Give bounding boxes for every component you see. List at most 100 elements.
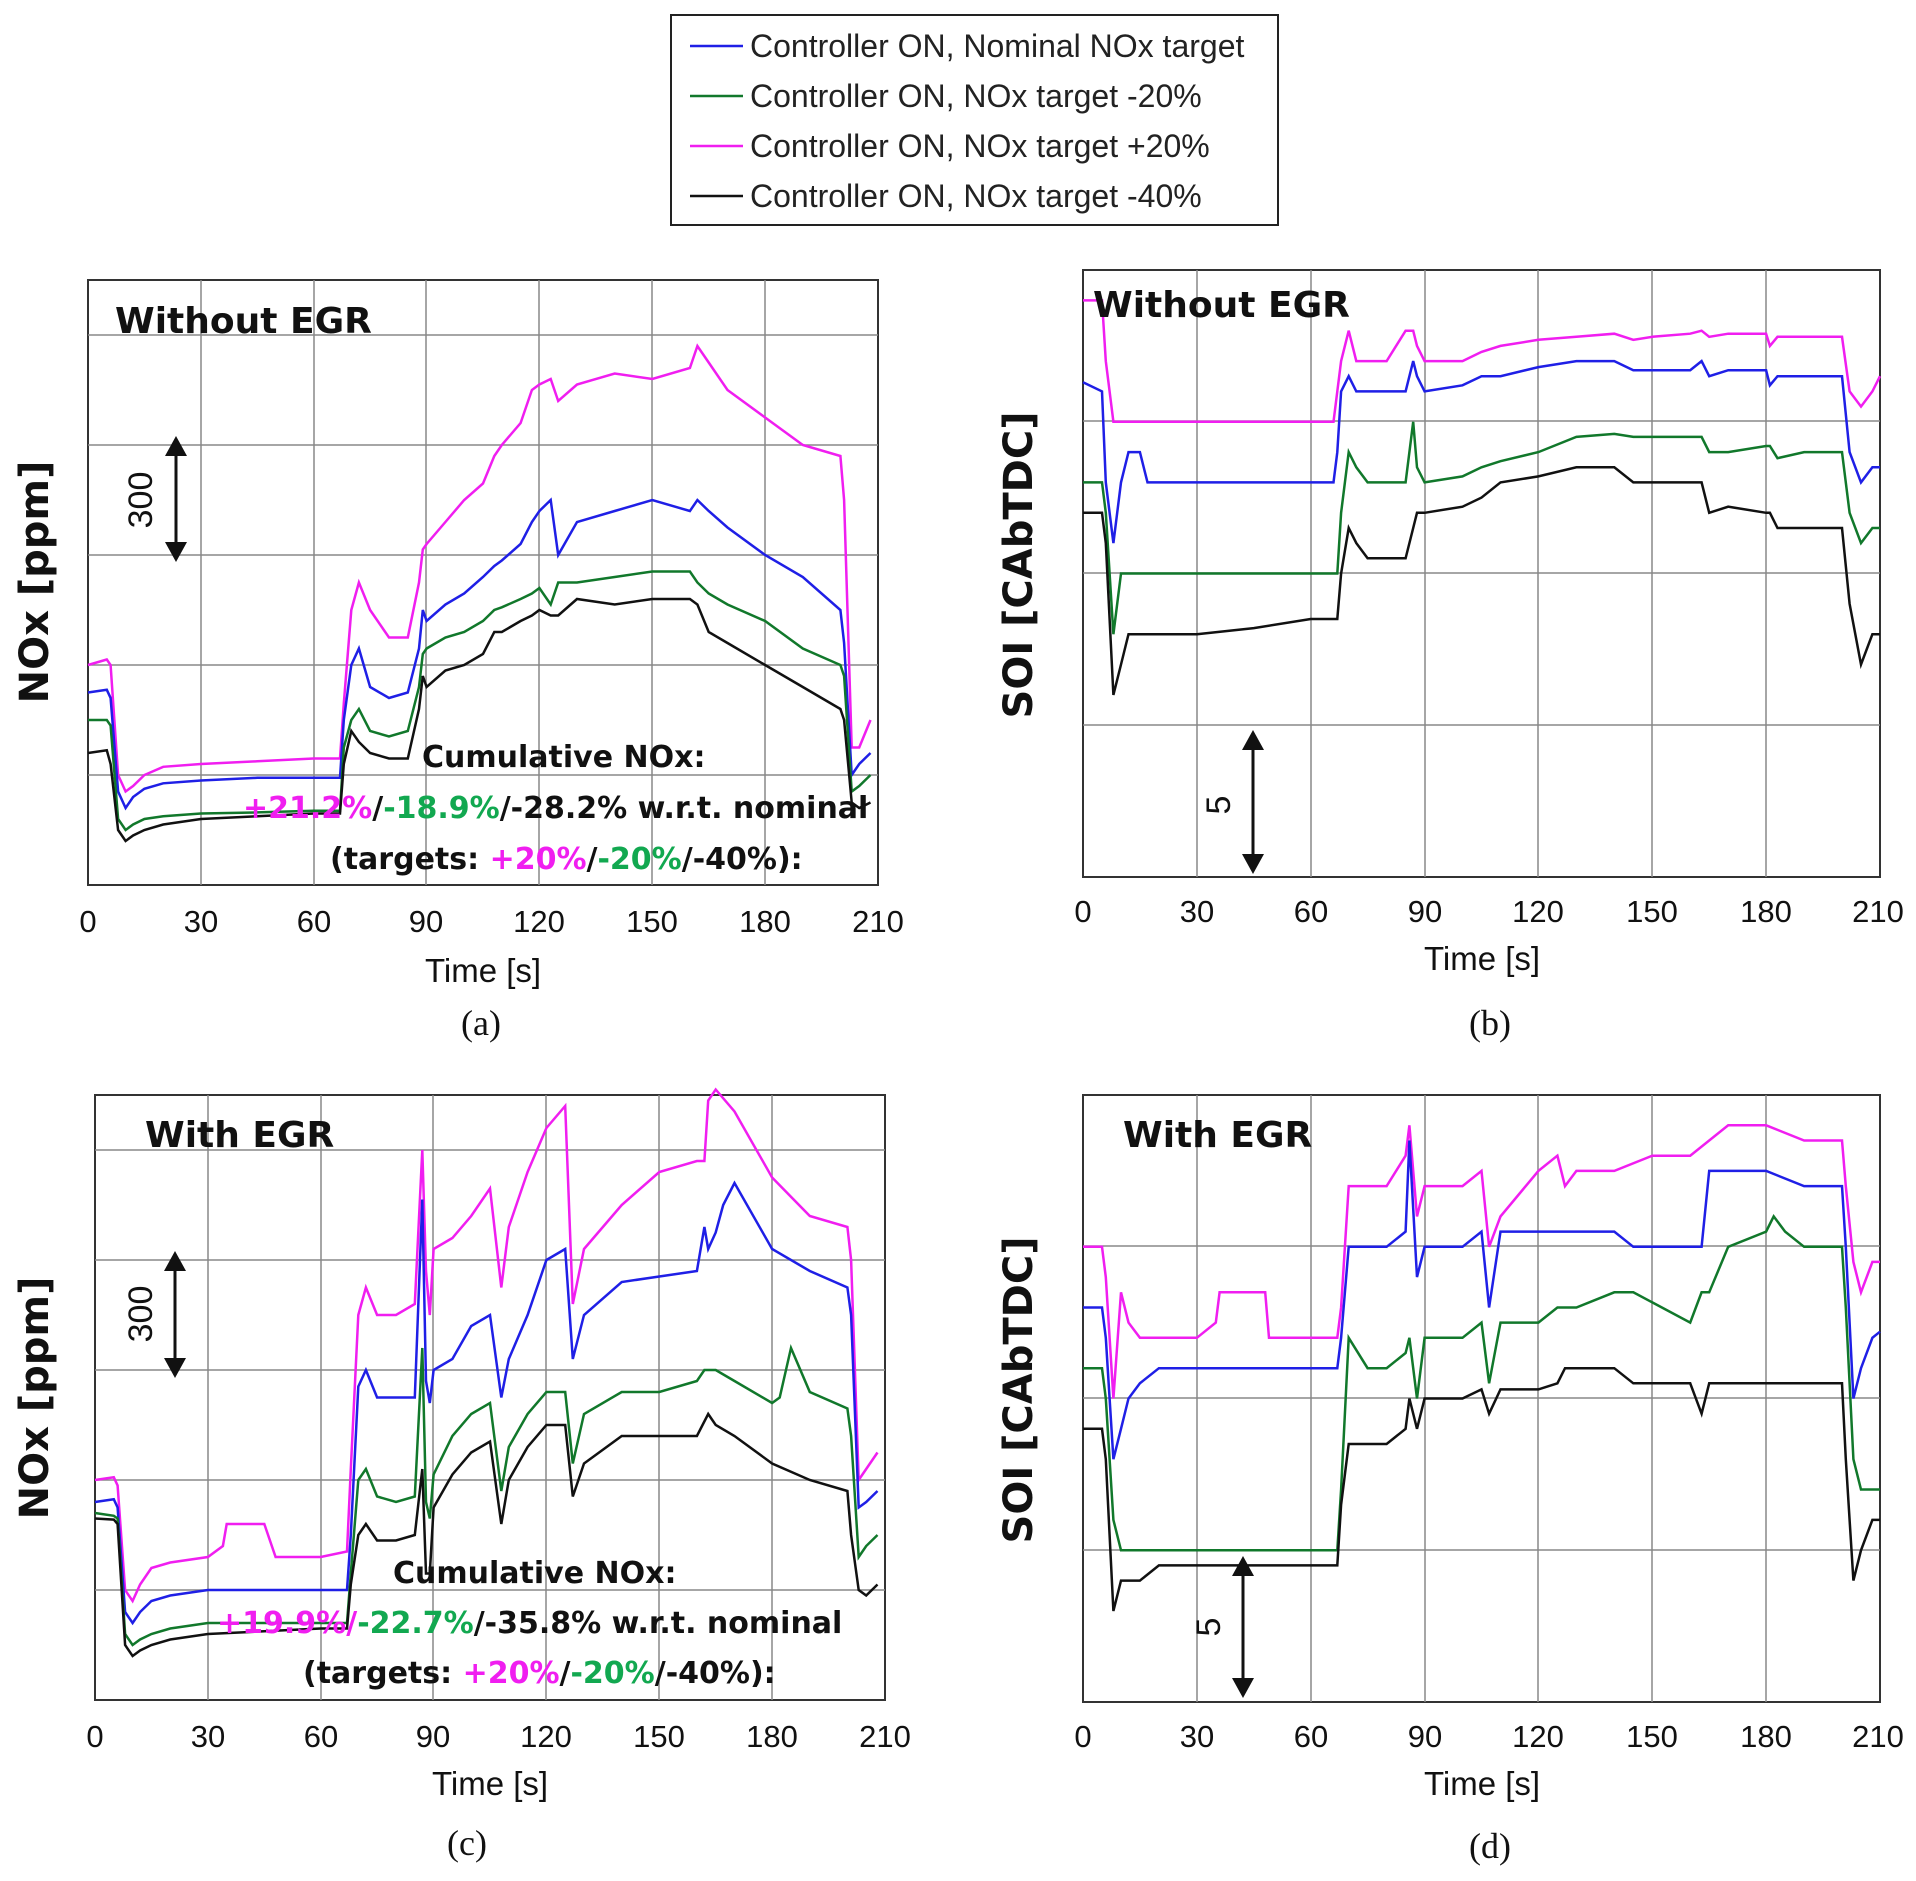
annotation-val: -18.9% <box>383 791 500 826</box>
x-tick-label: 180 <box>1740 894 1792 929</box>
x-axis-label: Time [s] <box>432 1765 548 1802</box>
series-line <box>1083 466 1880 696</box>
y-axis-label: NOx [ppm] <box>12 461 58 704</box>
series-line <box>94 1411 879 1658</box>
legend-label: Controller ON, NOx target -40% <box>750 178 1202 214</box>
annotation-target: +20% <box>490 842 587 877</box>
x-tick-label: 60 <box>1294 1719 1328 1754</box>
legend: Controller ON, Nominal NOx target Contro… <box>670 14 1279 226</box>
x-tick-label: 120 <box>1512 1719 1564 1754</box>
x-gridlines <box>207 1095 773 1700</box>
x-tick-label: 180 <box>1740 1719 1792 1754</box>
plot-frame <box>87 279 879 886</box>
x-tick-label: 90 <box>416 1719 450 1754</box>
annotation-line1: Cumulative NOx: <box>422 740 705 775</box>
series-line <box>87 497 872 811</box>
scale-bar-arrowhead-top <box>164 1251 186 1271</box>
scale-bar-label: 5 <box>1190 1618 1228 1637</box>
series-line <box>88 570 872 832</box>
series-line <box>94 1343 879 1647</box>
scale-bar: 300 <box>122 1251 186 1378</box>
annotation-target: / <box>560 1656 571 1691</box>
annotation-val: / <box>346 1606 357 1641</box>
scale-bar-arrowhead-bottom <box>1242 854 1264 874</box>
x-tick-labels: 0 30 60 90 120 150 180 210 <box>86 1719 910 1754</box>
annotation-val: +19.9% <box>217 1606 346 1641</box>
x-tick-label: 90 <box>1408 1719 1442 1754</box>
series-line <box>1083 1124 1880 1399</box>
scale-bar-arrowhead-bottom <box>165 542 187 562</box>
panel-d: With EGR 5 0 30 60 90 120 150 180 210 Ti… <box>996 1094 1904 1866</box>
panel-a: Without EGR 300 Cumulative NOx: +21.2%/-… <box>12 279 904 1043</box>
x-tick-label: 210 <box>1852 894 1904 929</box>
annotation-target: (targets: <box>303 1656 463 1691</box>
series-line <box>1082 359 1880 544</box>
legend-entry: Controller ON, Nominal NOx target <box>690 28 1244 64</box>
series-lines <box>87 343 872 843</box>
panel-b: Without EGR 5 0 30 60 90 120 150 180 210… <box>996 269 1904 1043</box>
x-tick-label: 60 <box>297 904 331 939</box>
chart-title: Without EGR <box>1093 285 1350 326</box>
series-lines <box>1083 1124 1881 1612</box>
chart-title: With EGR <box>1123 1115 1312 1156</box>
scale-bar: 5 <box>1200 730 1264 874</box>
panel-label: (c) <box>447 1823 487 1863</box>
chart-title: With EGR <box>145 1115 334 1156</box>
series-line <box>1083 421 1880 635</box>
scale-bar: 5 <box>1190 1556 1254 1698</box>
scale-bar-label: 300 <box>122 472 160 529</box>
annotation: Cumulative NOx: +21.2%/-18.9%/-28.2% w.r… <box>243 740 868 877</box>
x-axis-label: Time [s] <box>1424 940 1540 977</box>
scale-bar-label: 5 <box>1200 796 1238 815</box>
series-line <box>1083 1140 1881 1460</box>
annotation-val: -22.7% <box>357 1606 474 1641</box>
legend-box <box>670 14 1279 226</box>
legend-entry: Controller ON, NOx target -20% <box>690 78 1202 114</box>
annotation-line1: Cumulative NOx: <box>393 1556 676 1591</box>
series-line <box>1083 1214 1880 1552</box>
series-line <box>1083 299 1882 424</box>
scale-bar-arrowhead-bottom <box>164 1358 186 1378</box>
x-tick-label: 30 <box>1180 1719 1214 1754</box>
y-axis-label: SOI [CAbTDC] <box>996 412 1042 719</box>
annotation-val: / <box>372 791 383 826</box>
x-tick-label: 60 <box>304 1719 338 1754</box>
x-tick-label: 150 <box>626 904 678 939</box>
x-tick-labels: 0 30 60 90 120 150 180 210 <box>79 904 903 939</box>
x-tick-label: 0 <box>1074 1719 1091 1754</box>
chart-title: Without EGR <box>115 301 372 342</box>
annotation-target: /-40%): <box>682 842 803 877</box>
x-tick-label: 150 <box>1626 894 1678 929</box>
x-tick-label: 30 <box>191 1719 225 1754</box>
x-tick-label: 0 <box>1074 894 1091 929</box>
annotation-val: +21.2% <box>243 791 372 826</box>
x-tick-label: 180 <box>739 904 791 939</box>
series-line <box>94 1087 879 1604</box>
x-gridlines <box>200 280 766 885</box>
annotation-val: /-35.8% w.r.t. nominal <box>474 1606 843 1641</box>
legend-label: Controller ON, NOx target +20% <box>750 128 1210 164</box>
panel-c: With EGR 300 Cumulative NOx: +19.9%/-22.… <box>12 1087 911 1863</box>
annotation: Cumulative NOx: +19.9%/-22.7%/-35.8% w.r… <box>217 1556 842 1691</box>
x-axis-label: Time [s] <box>425 952 541 989</box>
panel-label: (b) <box>1469 1003 1511 1043</box>
annotation-target: +20% <box>463 1656 560 1691</box>
annotation-val: /-28.2% w.r.t. nominal <box>500 791 869 826</box>
panel-label: (d) <box>1469 1826 1511 1866</box>
x-tick-label: 120 <box>1512 894 1564 929</box>
x-tick-label: 30 <box>1180 894 1214 929</box>
annotation-target: (targets: <box>330 842 490 877</box>
legend-entry: Controller ON, NOx target -40% <box>690 178 1202 214</box>
x-tick-label: 120 <box>513 904 565 939</box>
y-axis-label: SOI [CAbTDC] <box>996 1237 1042 1544</box>
series-line <box>94 1180 879 1626</box>
series-line <box>87 343 872 794</box>
x-tick-label: 210 <box>852 904 904 939</box>
annotation-line3: (targets: +20%/-20%/-40%): <box>330 842 803 877</box>
scale-bar-label: 300 <box>122 1286 160 1343</box>
y-axis-label: NOx [ppm] <box>12 1277 58 1520</box>
annotation-target: -20% <box>597 842 681 877</box>
x-tick-label: 90 <box>409 904 443 939</box>
series-line <box>1083 1366 1880 1612</box>
